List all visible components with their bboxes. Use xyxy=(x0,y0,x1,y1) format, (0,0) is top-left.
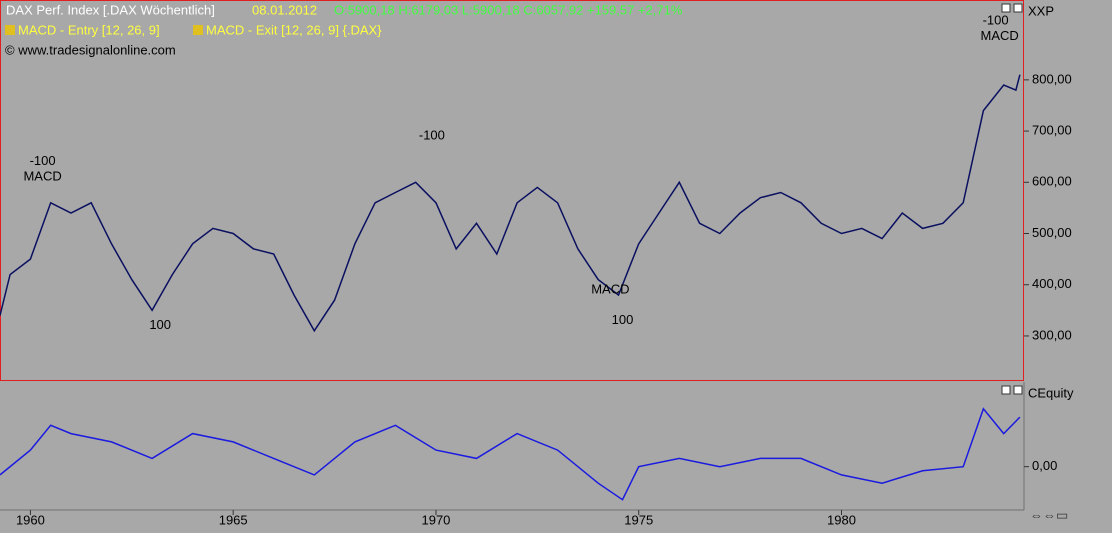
indicator-icon xyxy=(193,25,203,35)
annotation: -100 xyxy=(30,153,56,168)
x-tick-label: 1980 xyxy=(827,512,856,527)
maximize-button[interactable] xyxy=(1001,385,1011,395)
indicator-entry[interactable]: MACD - Entry [12, 26, 9] xyxy=(18,22,160,37)
series-line xyxy=(0,74,1021,333)
x-tick-label: 1960 xyxy=(16,512,45,527)
x-tick-label: 1970 xyxy=(421,512,450,527)
copyright: © www.tradesignalonline.com xyxy=(5,42,176,57)
close-button[interactable] xyxy=(1013,3,1023,13)
annotation: MACD xyxy=(981,28,1019,43)
axis-label: XXP xyxy=(1028,3,1054,18)
close-button[interactable] xyxy=(1013,385,1023,395)
price-panel-border xyxy=(0,0,1024,381)
ohlc: O:5900,18 H:6179,03 L:5900,18 C:6057,92 … xyxy=(334,2,683,17)
y-tick-label: 300,00 xyxy=(1032,327,1072,342)
series-line xyxy=(0,407,1021,501)
y-tick-label: 600,00 xyxy=(1032,174,1072,189)
annotation: MACD xyxy=(591,281,629,296)
indicator-icon xyxy=(5,25,15,35)
x-tick-label: 1975 xyxy=(624,512,653,527)
annotation: -100 xyxy=(983,12,1009,27)
annotation: -100 xyxy=(419,128,445,143)
scroll-buttons[interactable]: ⇔⇔▭ xyxy=(1030,507,1068,522)
y-tick-label: 500,00 xyxy=(1032,225,1072,240)
y-tick-label: 700,00 xyxy=(1032,123,1072,138)
indicator-exit[interactable]: MACD - Exit [12, 26, 9] {.DAX} xyxy=(206,22,382,37)
annotation: 100 xyxy=(149,317,171,332)
annotation: 100 xyxy=(612,312,634,327)
axis-label: CEquity xyxy=(1028,385,1074,400)
y-tick-label: 400,00 xyxy=(1032,276,1072,291)
y-tick-label: 800,00 xyxy=(1032,71,1072,86)
x-tick-label: 1965 xyxy=(219,512,248,527)
annotation: MACD xyxy=(23,169,61,184)
maximize-button[interactable] xyxy=(1001,3,1011,13)
instrument-title: DAX Perf. Index [.DAX Wöchentlich] xyxy=(6,2,215,17)
y-tick-label: 0,00 xyxy=(1032,458,1057,473)
bar-date: 08.01.2012 xyxy=(252,2,317,17)
